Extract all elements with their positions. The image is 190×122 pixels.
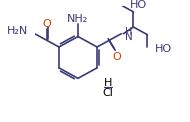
- Text: H: H: [125, 27, 133, 37]
- Text: HO: HO: [155, 44, 172, 54]
- Text: Cl: Cl: [103, 88, 113, 98]
- Text: H₂N: H₂N: [7, 26, 28, 36]
- Text: O: O: [42, 19, 51, 29]
- Text: NH₂: NH₂: [67, 14, 89, 24]
- Text: H: H: [104, 78, 112, 88]
- Text: HO: HO: [130, 0, 147, 10]
- Text: N: N: [125, 32, 133, 41]
- Text: O: O: [112, 52, 121, 62]
